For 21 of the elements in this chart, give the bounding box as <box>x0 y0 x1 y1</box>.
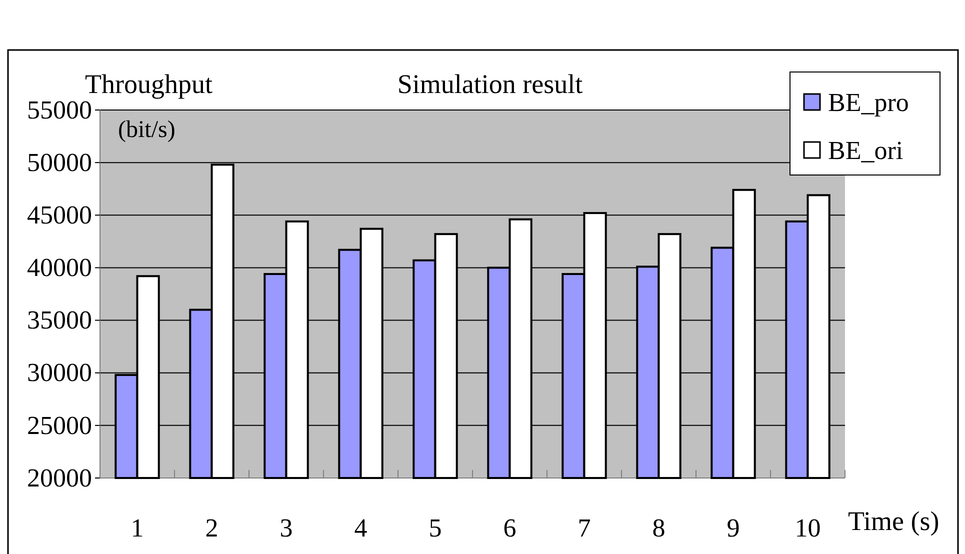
x-tick-label: 7 <box>578 513 591 542</box>
legend-label: BE_ori <box>828 136 904 165</box>
x-tick-label: 10 <box>794 513 821 542</box>
y-tick-label: 45000 <box>27 200 92 230</box>
x-tick-label: 1 <box>130 513 144 542</box>
legend-label: BE_pro <box>828 88 909 117</box>
x-tick-label: 6 <box>503 513 516 542</box>
x-tick-label: 8 <box>652 513 666 542</box>
x-tick-label: 5 <box>428 513 442 542</box>
y-tick-label: 50000 <box>27 148 92 177</box>
x-tick-label: 4 <box>354 513 368 542</box>
x-tick-label: 2 <box>205 513 218 542</box>
y-tick-label: 30000 <box>27 358 92 388</box>
y-tick-label: 35000 <box>27 306 92 335</box>
x-tick-label: 9 <box>726 513 740 542</box>
y-tick-label: 20000 <box>27 463 92 492</box>
x-axis-title: Time (s) <box>848 506 940 536</box>
y-tick-label: 40000 <box>27 253 92 282</box>
y-tick-label: 25000 <box>27 410 92 440</box>
chart-title: Simulation result <box>397 69 584 99</box>
x-tick-label: 3 <box>280 513 293 542</box>
